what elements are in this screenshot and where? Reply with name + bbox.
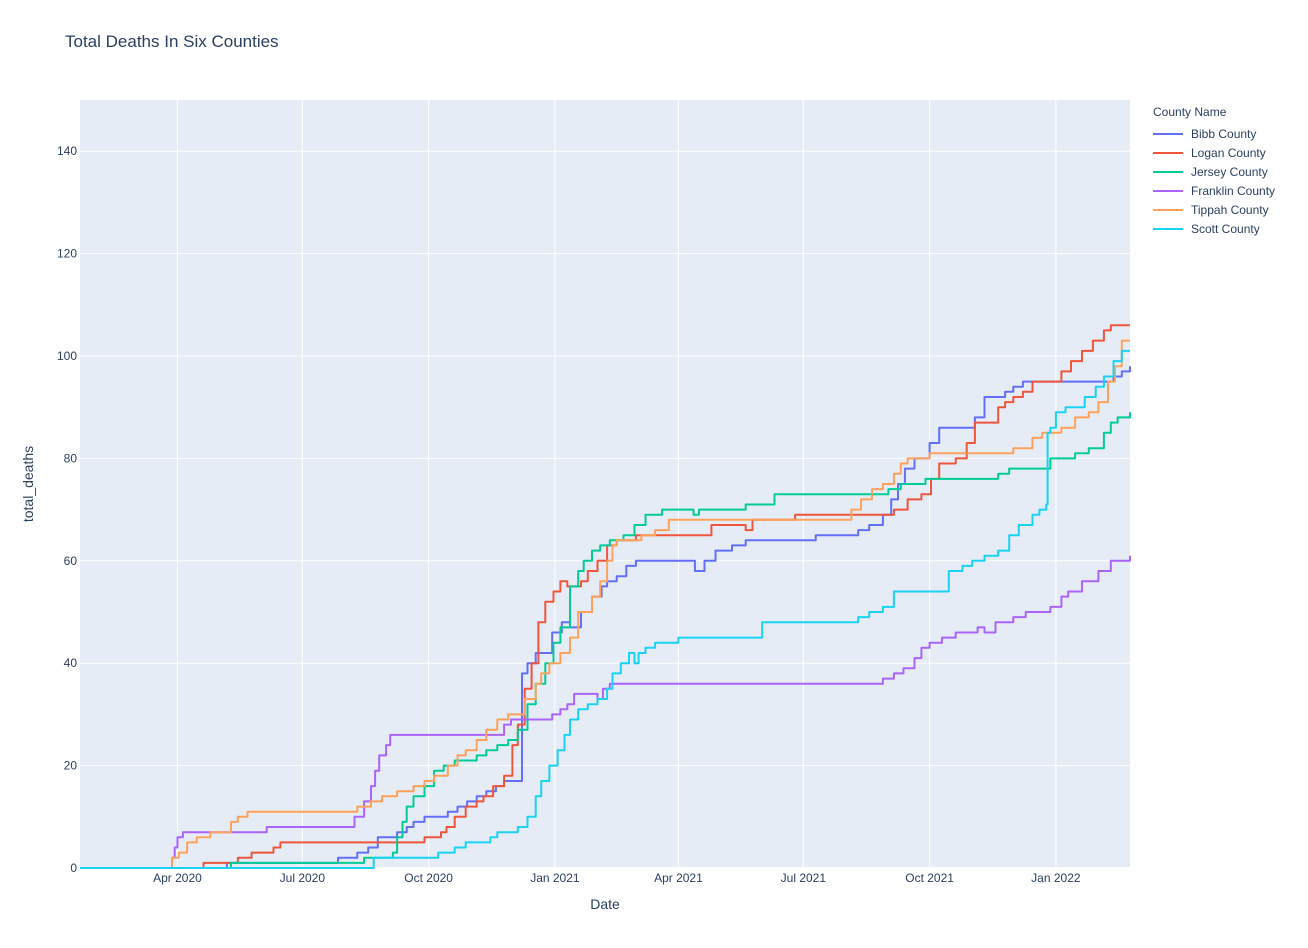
- series-line-bibb-county[interactable]: [80, 366, 1131, 869]
- legend-items: Bibb County Logan County Jersey County Fran…: [1153, 124, 1275, 238]
- x-tick-label: Oct 2020: [404, 871, 453, 885]
- series-line-jersey-county[interactable]: [80, 412, 1131, 869]
- legend-item-logan-county[interactable]: Logan County: [1153, 143, 1275, 162]
- legend-label: Franklin County: [1191, 183, 1276, 198]
- y-axis-title: total_deaths: [20, 446, 36, 522]
- x-tick-label: Jan 2021: [530, 871, 580, 885]
- series-line-scott-county[interactable]: [80, 349, 1130, 869]
- x-tick-label: Apr 2021: [654, 871, 703, 885]
- legend-item-scott-county[interactable]: Scott County: [1153, 219, 1275, 238]
- series-lines[interactable]: [80, 324, 1131, 869]
- y-tick-label: 60: [64, 554, 78, 568]
- legend-swatch: [1153, 227, 1183, 230]
- y-tick-label: 80: [64, 451, 78, 465]
- y-tick-label: 120: [57, 247, 77, 261]
- legend: County Name Bibb County Logan County Jerse…: [1153, 104, 1275, 238]
- x-gridlines: [176, 100, 1057, 868]
- legend-swatch: [1153, 132, 1183, 135]
- x-tick-label: Jan 2022: [1031, 871, 1081, 885]
- series-line-franklin-county[interactable]: [80, 555, 1131, 869]
- x-tick-label: Oct 2021: [905, 871, 954, 885]
- legend-label: Scott County: [1191, 221, 1260, 236]
- legend-item-jersey-county[interactable]: Jersey County: [1153, 162, 1275, 181]
- x-axis-title: Date: [590, 896, 620, 912]
- chart-title: Total Deaths In Six Counties: [65, 32, 279, 51]
- legend-swatch: [1153, 170, 1183, 173]
- legend-label: Bibb County: [1191, 126, 1257, 141]
- y-axis-ticks: 0 20 40 60 80 100 120 140: [57, 144, 77, 875]
- legend-label: Jersey County: [1191, 164, 1268, 179]
- legend-swatch: [1153, 151, 1183, 154]
- legend-swatch: [1153, 208, 1183, 211]
- y-tick-label: 40: [64, 656, 78, 670]
- plot-area-background: [80, 100, 1130, 868]
- series-line-tippah-county[interactable]: [80, 339, 1130, 869]
- legend-label: Tippah County: [1191, 202, 1269, 217]
- y-tick-label: 100: [57, 349, 77, 363]
- legend-item-tippah-county[interactable]: Tippah County: [1153, 200, 1275, 219]
- legend-item-franklin-county[interactable]: Franklin County: [1153, 181, 1275, 200]
- y-tick-label: 20: [64, 759, 78, 773]
- x-tick-label: Apr 2020: [153, 871, 202, 885]
- legend-item-bibb-county[interactable]: Bibb County: [1153, 124, 1275, 143]
- y-tick-label: 0: [70, 861, 77, 875]
- legend-title: County Name: [1153, 105, 1227, 119]
- x-tick-label: Jul 2020: [280, 871, 326, 885]
- x-axis-ticks: Apr 2020 Jul 2020 Oct 2020 Jan 2021 Apr 2021…: [153, 871, 1081, 885]
- legend-label: Logan County: [1191, 145, 1266, 160]
- x-tick-label: Jul 2021: [781, 871, 827, 885]
- y-tick-label: 140: [57, 144, 77, 158]
- legend-swatch: [1153, 189, 1183, 192]
